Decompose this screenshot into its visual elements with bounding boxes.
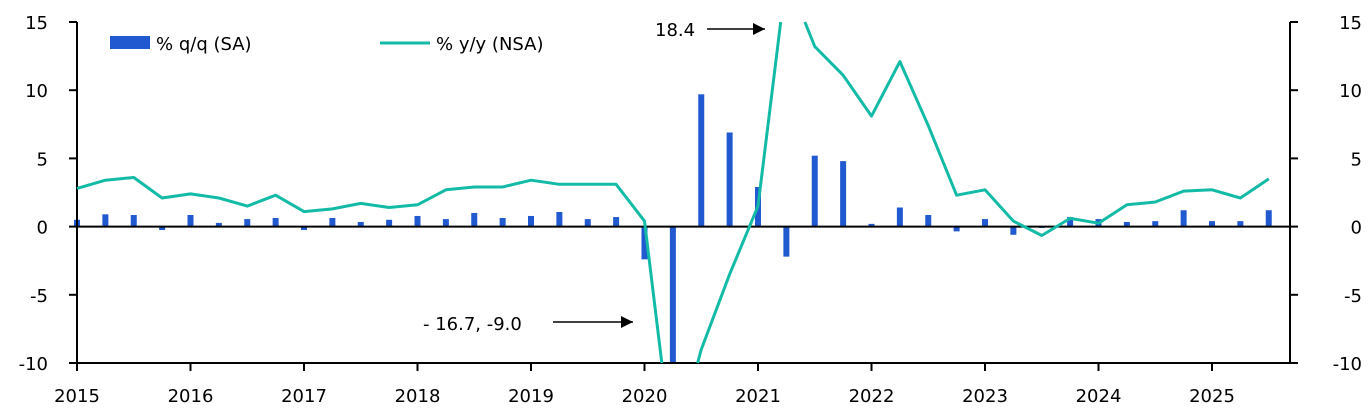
bar-2016Q4 xyxy=(272,218,279,227)
bar-2018Q3 xyxy=(471,212,478,227)
bar-2018Q1 xyxy=(414,215,421,227)
bar-2022Q2 xyxy=(896,207,903,227)
legend-bar-label: % q/q (SA) xyxy=(156,34,252,55)
x-tick-label: 2022 xyxy=(849,386,895,407)
bar-2015Q2 xyxy=(102,214,109,227)
bar-2024Q3 xyxy=(1152,221,1159,227)
bar-2021Q3 xyxy=(811,155,818,227)
x-tick-label: 2023 xyxy=(962,386,1008,407)
bar-2016Q3 xyxy=(244,219,251,227)
y-tick-label-right: 0 xyxy=(1351,218,1362,239)
bar-series xyxy=(74,94,1272,363)
y-tick-label-left: -10 xyxy=(19,354,48,375)
bar-2022Q1 xyxy=(868,223,875,227)
bar-2020Q1 xyxy=(641,226,648,260)
bar-2025Q1 xyxy=(1209,221,1215,227)
x-tick-label: 2015 xyxy=(54,386,100,407)
bar-2019Q4 xyxy=(613,217,620,227)
annotation-trough-label: - 16.7, -9.0 xyxy=(423,314,522,335)
y-tick-label-left: 0 xyxy=(37,218,48,239)
y-tick-label-right: 10 xyxy=(1339,81,1362,102)
tick-labels: 15 15 10 10 5 5 0 0 -5 -5 -10 -10 2015 2016 2017 2018 20… xyxy=(19,13,1362,407)
bar-2017Q4 xyxy=(386,219,393,227)
x-tick-label: 2017 xyxy=(281,386,327,407)
y-tick-label-left: -5 xyxy=(30,286,48,307)
bar-2023Q2 xyxy=(1010,226,1017,235)
bar-2019Q1 xyxy=(528,215,534,227)
annotation-peak-label: 18.4 xyxy=(655,20,695,41)
annotation-peak: 18.4 xyxy=(655,20,765,41)
x-tick-label: 2025 xyxy=(1189,386,1235,407)
bar-2015Q4 xyxy=(159,226,166,231)
annotation-trough: - 16.7, -9.0 xyxy=(423,314,633,335)
x-tick-label: 2018 xyxy=(395,386,441,407)
bar-2017Q3 xyxy=(357,221,364,227)
y-tick-label-left: 15 xyxy=(25,13,48,34)
x-tick-label: 2024 xyxy=(1076,386,1122,407)
bar-2024Q2 xyxy=(1123,221,1130,227)
legend: % q/q (SA) % y/y (NSA) xyxy=(110,34,544,55)
bar-2021Q2 xyxy=(783,226,790,257)
legend-line-label: % y/y (NSA) xyxy=(436,34,544,55)
bar-2016Q2 xyxy=(215,222,222,227)
legend-bar-swatch xyxy=(110,36,150,49)
bar-2017Q2 xyxy=(329,218,336,227)
x-tick-label: 2021 xyxy=(735,386,781,407)
bar-2018Q2 xyxy=(442,219,449,227)
bar-2019Q2 xyxy=(556,212,563,227)
y-tick-label-left: 5 xyxy=(37,149,48,170)
bar-2020Q3 xyxy=(698,94,705,227)
x-tick-label: 2020 xyxy=(622,386,668,407)
y-tick-label-left: 10 xyxy=(25,81,48,102)
y-tick-label-right: -5 xyxy=(1344,286,1362,307)
bar-2017Q1 xyxy=(301,226,307,231)
x-tick-label: 2016 xyxy=(168,386,214,407)
x-tick-label: 2019 xyxy=(508,386,554,407)
axes xyxy=(69,21,1298,371)
bar-2023Q4 xyxy=(1067,217,1074,227)
y-tick-label-right: -10 xyxy=(1333,354,1362,375)
bar-2023Q1 xyxy=(982,219,988,227)
y-tick-label-right: 15 xyxy=(1339,13,1362,34)
line-series xyxy=(76,21,1270,364)
bar-2022Q4 xyxy=(953,226,960,232)
bar-2020Q2 xyxy=(669,226,676,363)
bar-2022Q3 xyxy=(925,215,932,227)
bar-2021Q4 xyxy=(840,161,847,227)
bar-2024Q4 xyxy=(1180,210,1187,227)
bar-2019Q3 xyxy=(584,219,591,227)
bar-2018Q4 xyxy=(499,218,506,227)
bar-2016Q1 xyxy=(187,215,194,227)
y-tick-label-right: 5 xyxy=(1351,149,1362,170)
bar-2025Q2 xyxy=(1237,221,1244,227)
bar-2015Q3 xyxy=(130,215,137,227)
bar-2025Q3 xyxy=(1265,210,1272,227)
bar-2020Q4 xyxy=(726,132,733,227)
